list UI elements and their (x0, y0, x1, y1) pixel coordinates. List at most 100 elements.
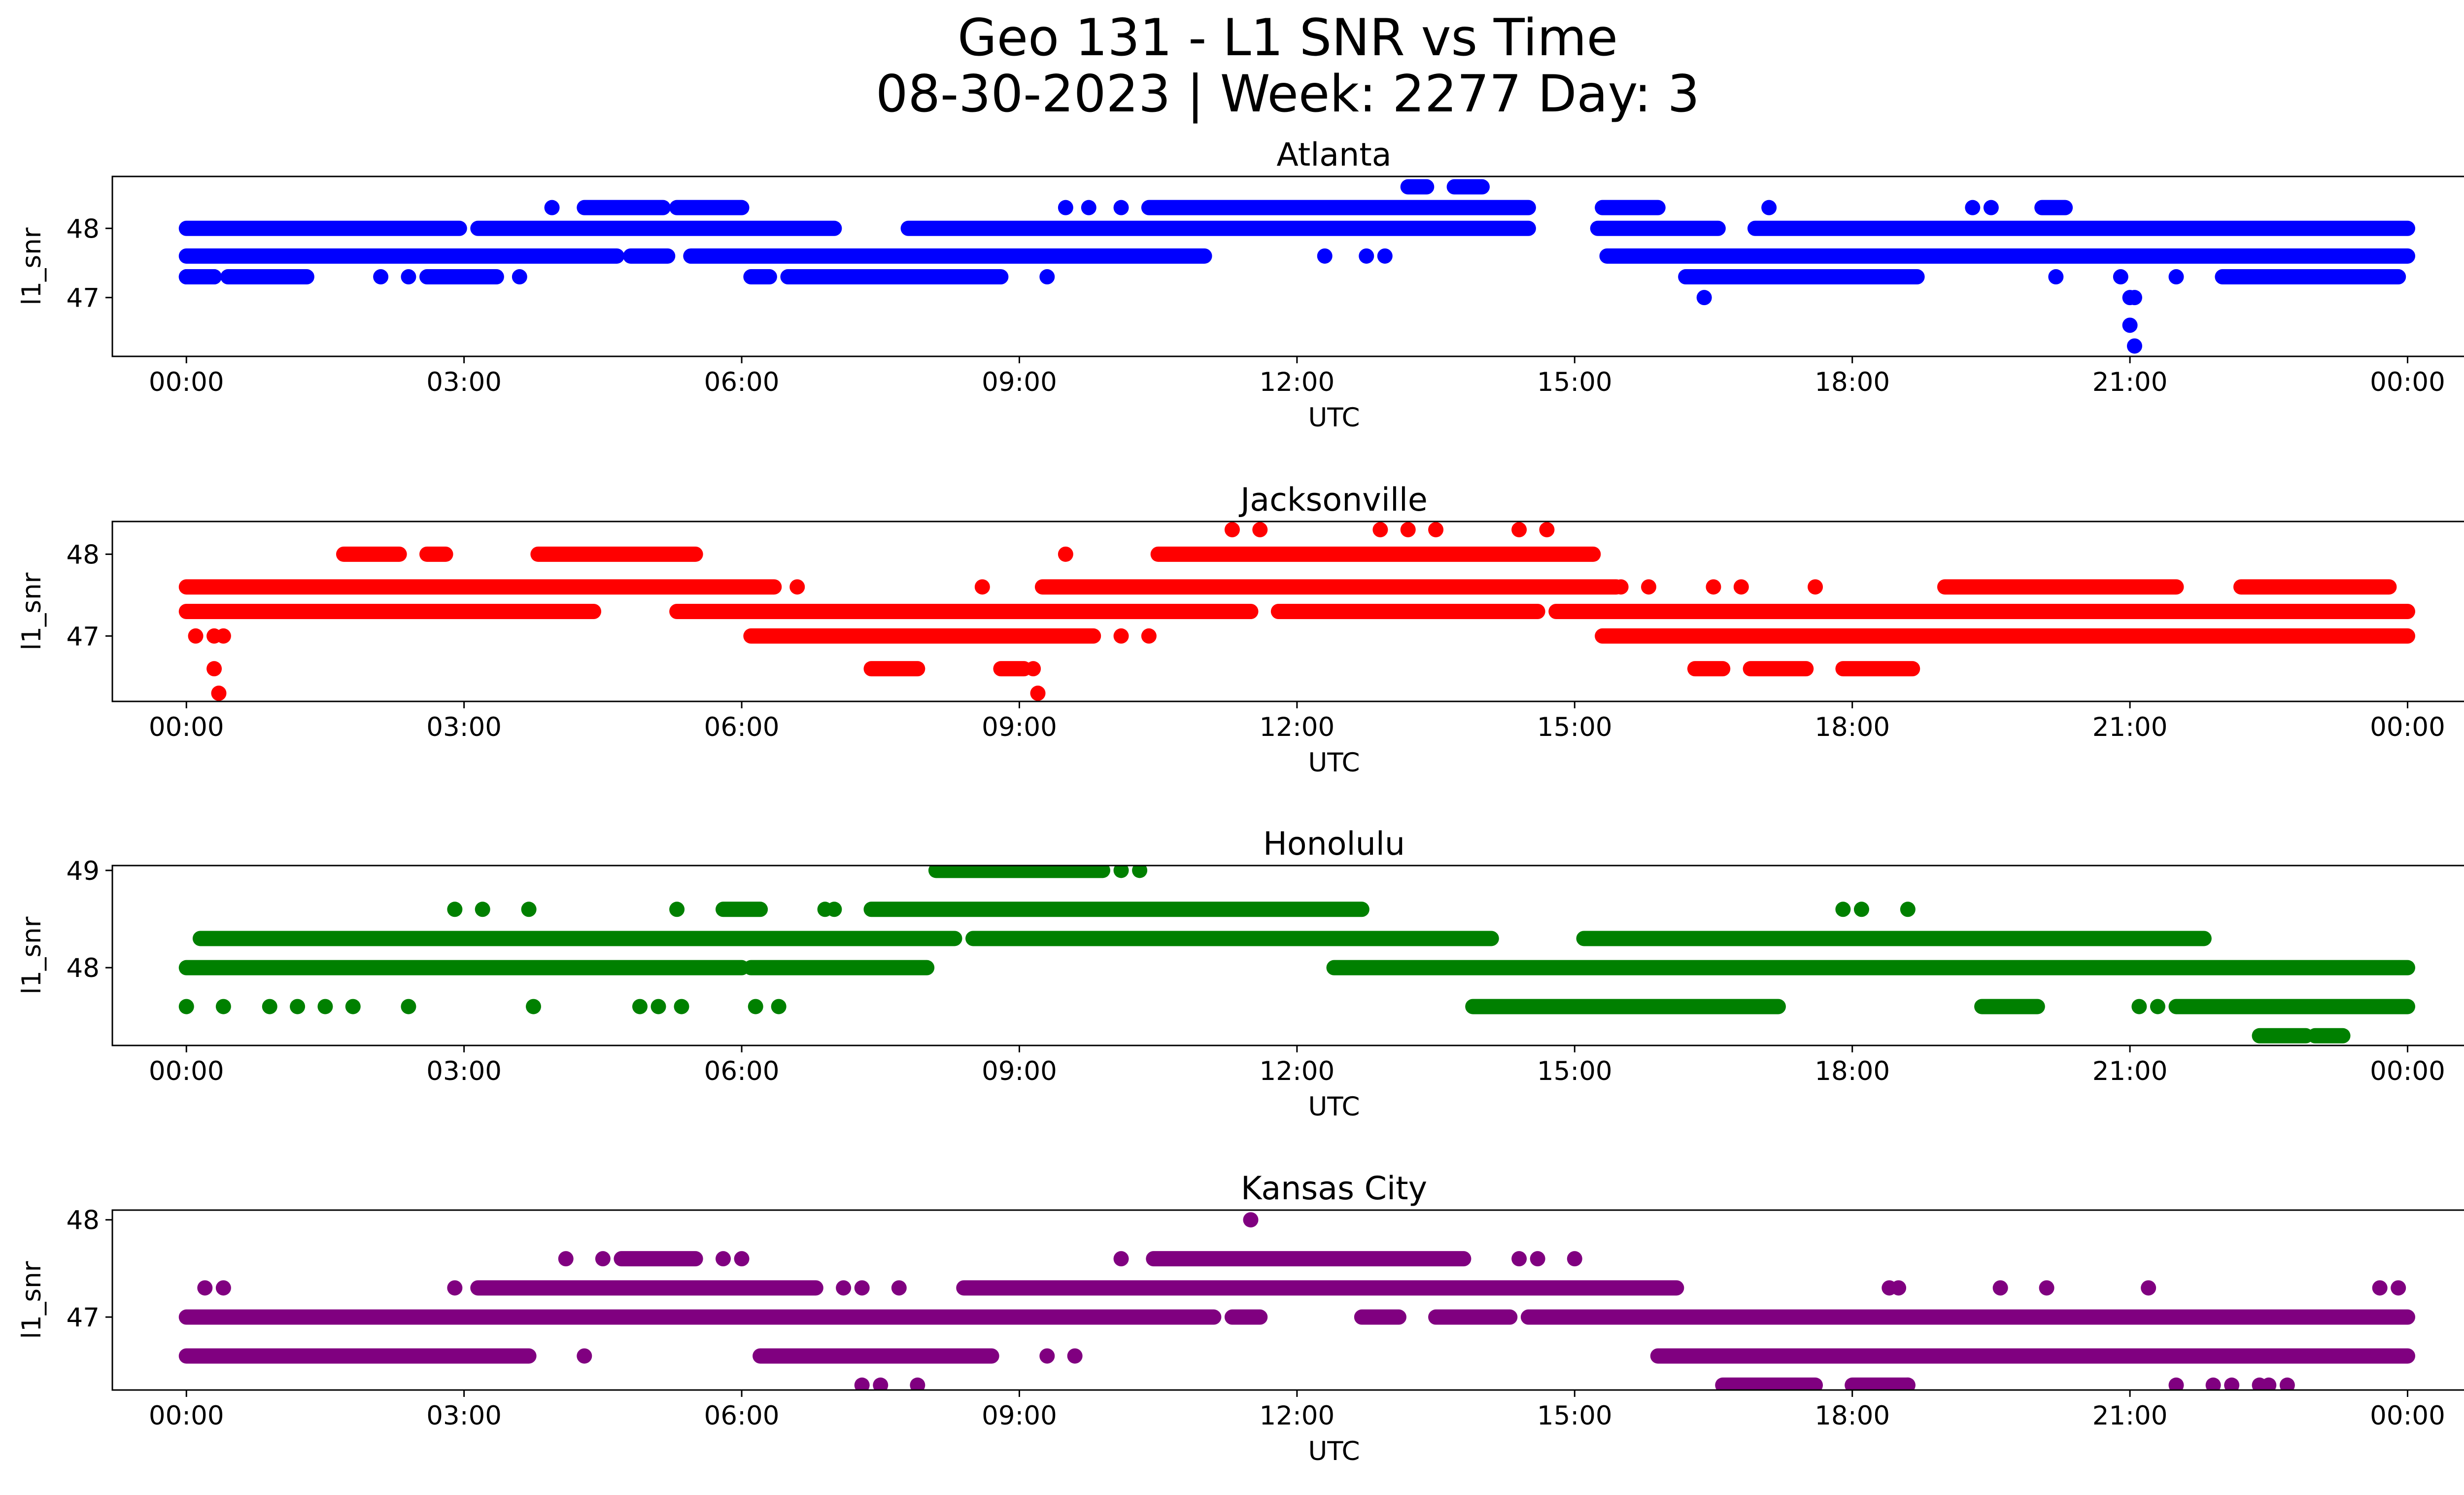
subplot-title: Kansas City (1241, 1170, 1427, 1207)
data-point (734, 1251, 750, 1267)
data-point (1058, 200, 1073, 215)
data-point (2048, 269, 2064, 285)
data-point-run (577, 200, 671, 215)
data-point (1992, 1280, 2008, 1296)
data-point-run (220, 269, 314, 285)
data-point (1567, 1251, 1582, 1267)
data-point-run (1150, 546, 1601, 562)
data-point (577, 1348, 592, 1364)
y-tick-label: 48 (67, 1206, 100, 1236)
data-point (974, 579, 990, 595)
data-point (1511, 522, 1527, 538)
data-point-run (2233, 579, 2397, 595)
data-point-run (1224, 1309, 1268, 1325)
data-point-run (1548, 604, 2416, 619)
data-point (1900, 902, 1916, 917)
data-point (1983, 200, 1999, 215)
x-tick-label: 15:00 (1537, 1401, 1612, 1431)
x-tick-label: 06:00 (704, 712, 780, 742)
data-point-run (192, 931, 962, 946)
data-point (178, 269, 194, 285)
data-point-run (1354, 1309, 1406, 1325)
data-point (1761, 200, 1777, 215)
data-point-run (1650, 1348, 2416, 1364)
data-point (716, 1251, 731, 1267)
data-point (1377, 248, 1393, 264)
data-point (317, 999, 333, 1014)
x-tick-label: 03:00 (426, 1056, 502, 1086)
x-tick-label: 09:00 (982, 712, 1057, 742)
x-tick-label: 18:00 (1814, 367, 1890, 397)
data-point-run (1687, 661, 1731, 677)
data-point-run (1747, 220, 2416, 236)
data-point (1696, 290, 1712, 306)
data-point-run (753, 1348, 999, 1364)
data-point-run (965, 931, 1499, 946)
data-point (1067, 1348, 1083, 1364)
data-point (1706, 579, 1721, 595)
data-point (748, 999, 763, 1014)
subplot-title: Jacksonville (1238, 482, 1428, 519)
data-point (1539, 522, 1555, 538)
data-point-run (1974, 999, 2045, 1014)
data-point (373, 269, 389, 285)
x-tick-label: 06:00 (704, 1056, 780, 1086)
x-tick-label: 00:00 (149, 367, 224, 397)
x-tick-label: 09:00 (982, 1056, 1057, 1086)
data-point (674, 999, 689, 1014)
x-tick-label: 21:00 (2092, 367, 2168, 397)
data-point-run (2034, 200, 2073, 215)
data-point (1965, 200, 1981, 215)
data-point (558, 1251, 574, 1267)
data-point (2261, 1377, 2277, 1390)
figure-subtitle: 08-30-2023 | Week: 2277 Day: 3 (875, 65, 1700, 124)
data-point-run (863, 661, 925, 677)
y-tick-label: 48 (67, 540, 100, 570)
data-point (1853, 902, 1869, 917)
subplot-kansas-city: Kansas City 00:00 03:00 06:00 09:00 12:00 15:0… (17, 1170, 2464, 1466)
x-tick-label: 21:00 (2092, 1401, 2168, 1431)
data-point (2141, 1280, 2156, 1296)
x-axis-label: UTC (1308, 1092, 1360, 1122)
x-tick-label: 00:00 (149, 1401, 224, 1431)
subplot-honolulu: Honolulu 00:00 03:00 06:00 09:00 12:00 15:00 18… (17, 826, 2464, 1122)
subplot-title: Honolulu (1263, 826, 1405, 863)
data-point-run (669, 604, 1259, 619)
subplot-title: Atlanta (1276, 137, 1391, 174)
data-point (1530, 1251, 1545, 1267)
x-tick-label: 12:00 (1260, 1056, 1335, 1086)
data-point-run (1428, 1309, 1518, 1325)
data-point-run (419, 269, 504, 285)
data-point (1141, 628, 1157, 644)
y-tick-label: 47 (67, 283, 100, 313)
data-point (197, 1280, 213, 1296)
data-point (447, 902, 463, 917)
data-point (836, 1280, 852, 1296)
data-point (873, 1377, 889, 1390)
x-tick-label: 15:00 (1537, 712, 1612, 742)
data-point (2039, 1280, 2054, 1296)
data-point-run (956, 1280, 1684, 1296)
data-point-run (2215, 269, 2406, 285)
data-point-run (716, 902, 768, 917)
data-point (206, 661, 222, 677)
data-point (215, 1280, 231, 1296)
scatter-points (178, 179, 2416, 354)
data-point-run (178, 604, 602, 619)
data-point (2205, 1377, 2221, 1390)
data-point (669, 902, 685, 917)
data-point-run (743, 628, 1101, 644)
data-point (262, 999, 277, 1014)
data-point (290, 999, 306, 1014)
scatter-points (178, 522, 2416, 701)
y-tick-label: 48 (67, 953, 100, 983)
data-point (1359, 248, 1374, 264)
data-point-run (1590, 220, 1726, 236)
y-tick-label: 47 (67, 622, 100, 652)
data-point (1835, 902, 1851, 917)
data-point-run (2168, 999, 2416, 1014)
axes-frame (111, 1209, 2464, 1391)
data-point-run (1270, 604, 1545, 619)
y-axis-label: l1_snr (17, 227, 47, 305)
data-point (2168, 269, 2184, 285)
